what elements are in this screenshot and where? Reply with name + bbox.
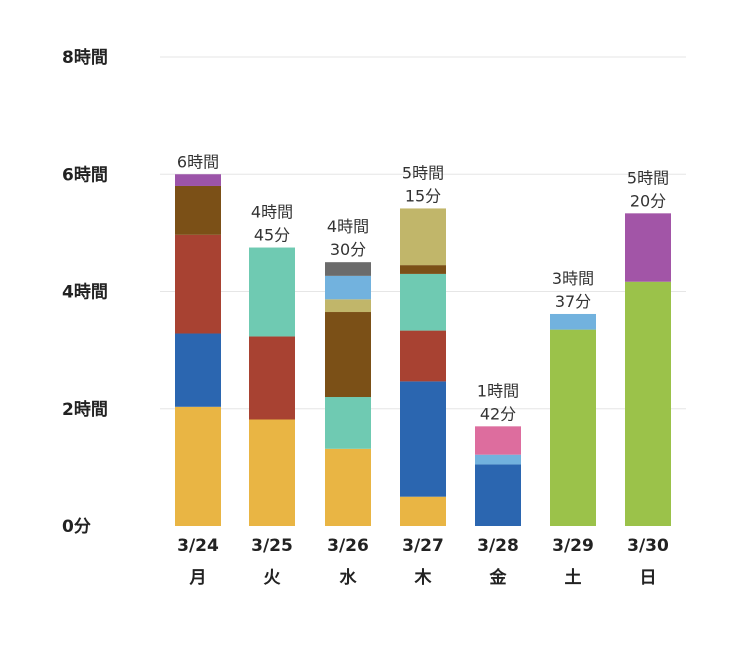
bar-total-label: 4時間	[251, 203, 293, 222]
x-axis: 3/24 月 3/25 火 3/26 水 3/27 木 3/28 金 3/29 土 3/30 日	[177, 536, 669, 588]
bar-segment	[400, 381, 446, 497]
bar-stack	[175, 174, 221, 526]
x-tick-label: 3/29	[552, 536, 594, 556]
bar-total-label: 6時間	[177, 152, 219, 171]
x-tick-label: 3/27	[402, 536, 444, 556]
bar-segment	[175, 185, 221, 235]
bar-segment	[400, 273, 446, 331]
bar-segment	[249, 247, 295, 337]
weekday-label: 水	[340, 567, 358, 588]
y-tick-label: 4時間	[62, 282, 108, 303]
bar-segment	[475, 454, 521, 465]
bar-total-label: 15分	[405, 186, 441, 205]
weekday-label: 火	[264, 568, 282, 588]
bar-total-label: 4時間	[327, 217, 369, 236]
bar-segment	[550, 313, 596, 330]
bar-total-label: 37分	[555, 292, 591, 311]
bar-stack	[325, 262, 371, 526]
bar-stack	[625, 213, 671, 526]
bar-total-label: 1時間	[477, 381, 519, 400]
bar-segment	[625, 281, 671, 526]
weekday-label: 金	[489, 567, 508, 588]
x-tick-label: 3/30	[627, 536, 669, 556]
bar-segment	[325, 312, 371, 398]
weekday-label: 日	[640, 568, 657, 588]
bar-total-label: 20分	[630, 191, 666, 210]
x-tick-label: 3/26	[327, 536, 369, 556]
y-tick-label: 0分	[62, 517, 91, 537]
bar-total-label: 3時間	[552, 269, 594, 288]
bar-segment	[175, 174, 221, 186]
bars	[175, 174, 671, 526]
bar-stack	[475, 426, 521, 526]
y-tick-label: 8時間	[62, 47, 108, 68]
bar-segment	[475, 464, 521, 526]
bar-segment	[400, 496, 446, 526]
bar-segment	[625, 213, 671, 282]
bar-segment	[325, 275, 371, 300]
bar-segment	[175, 333, 221, 407]
bar-segment	[475, 426, 521, 455]
bar-segment	[400, 265, 446, 274]
bar-segment	[400, 330, 446, 382]
y-tick-label: 6時間	[62, 164, 108, 185]
y-tick-label: 2時間	[62, 399, 108, 420]
bar-stack	[550, 313, 596, 526]
bar-total-label: 5時間	[402, 163, 444, 182]
bar-segment	[175, 406, 221, 526]
x-tick-label: 3/24	[177, 536, 219, 556]
x-tick-label: 3/28	[477, 536, 519, 556]
weekday-label: 木	[414, 567, 433, 588]
bar-segment	[400, 208, 446, 266]
bar-segment	[325, 262, 371, 276]
weekday-label: 月	[189, 568, 207, 588]
bar-segment	[249, 419, 295, 526]
bar-segment	[550, 329, 596, 526]
bar-segment	[325, 299, 371, 313]
bar-stack	[249, 247, 295, 526]
bar-total-label: 42分	[480, 404, 516, 423]
bar-segment	[325, 448, 371, 526]
bar-segment	[325, 397, 371, 449]
bar-total-label: 5時間	[627, 168, 669, 187]
weekday-label: 土	[565, 567, 582, 588]
bar-total-label: 45分	[254, 226, 290, 245]
bar-total-label: 30分	[330, 240, 366, 259]
total-labels: 6時間 4時間 45分 4時間 30分 5時間 15分 1時間 42分 3時間 37分 5時間 20分	[177, 152, 669, 423]
bar-segment	[249, 336, 295, 420]
x-tick-label: 3/25	[251, 536, 293, 556]
bar-segment	[175, 234, 221, 334]
bar-stack	[400, 208, 446, 526]
y-axis: 0分 2時間 4時間 6時間 8時間	[62, 47, 108, 537]
